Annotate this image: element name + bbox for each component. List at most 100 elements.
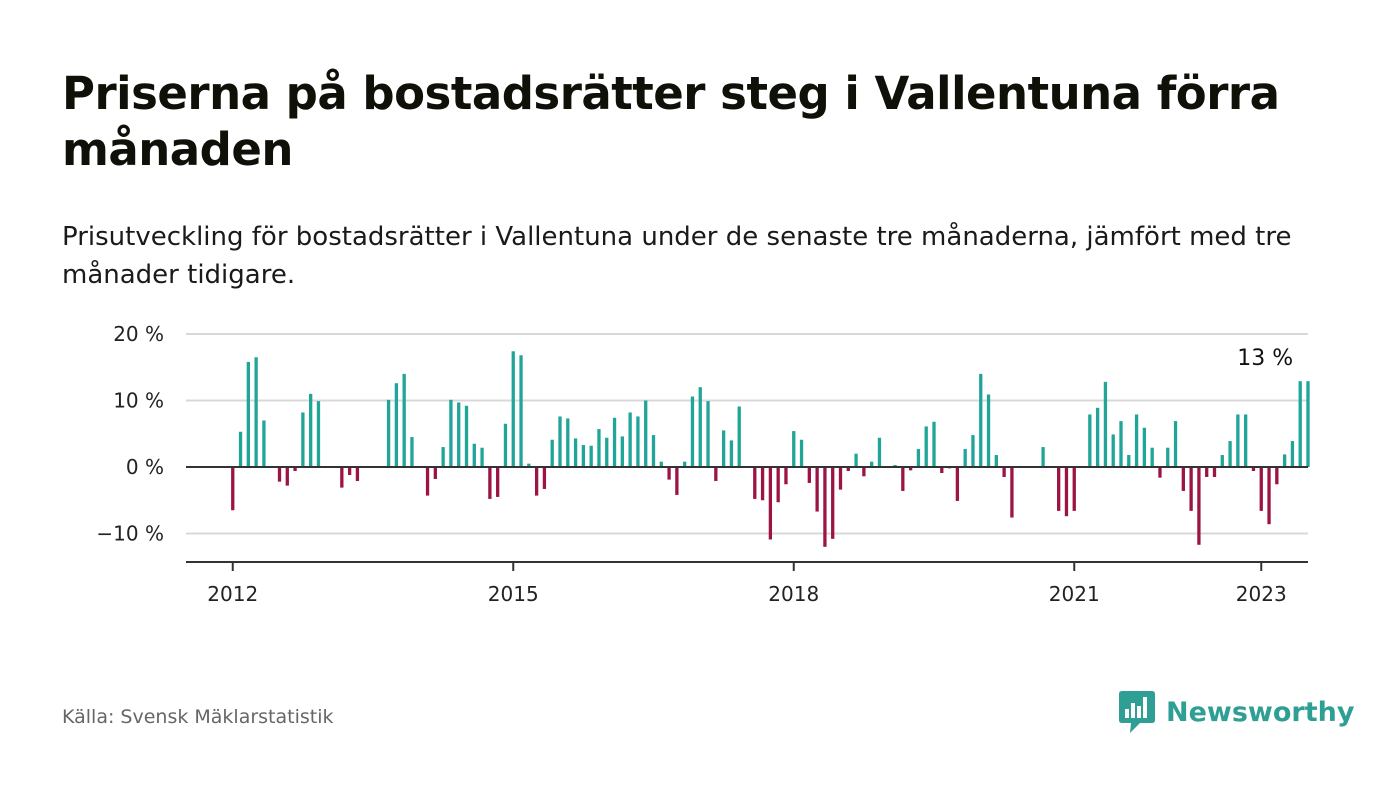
bar <box>932 422 935 467</box>
newsworthy-logo-icon <box>1118 689 1156 735</box>
bar <box>1096 408 1099 467</box>
bar <box>1236 414 1239 467</box>
bar <box>254 357 257 467</box>
bar <box>1291 441 1294 467</box>
bar <box>800 440 803 467</box>
bar <box>667 467 670 480</box>
bar <box>1073 467 1076 511</box>
bar <box>356 467 359 481</box>
x-tick-label: 2012 <box>207 582 258 606</box>
bar <box>410 437 413 467</box>
bar <box>551 440 554 467</box>
bar <box>278 467 281 482</box>
bar <box>722 430 725 467</box>
bar <box>441 447 444 467</box>
bar <box>1002 467 1005 477</box>
bar <box>1221 455 1224 467</box>
bar <box>901 467 904 491</box>
bar <box>777 467 780 502</box>
bar <box>566 418 569 467</box>
bar <box>1065 467 1068 516</box>
bar <box>1057 467 1060 511</box>
bar <box>403 374 406 467</box>
bar <box>597 429 600 467</box>
bar <box>613 418 616 467</box>
bar <box>1213 467 1216 477</box>
bar <box>691 397 694 467</box>
y-tick-label: −10 % <box>96 522 164 546</box>
bar <box>956 467 959 501</box>
bar <box>348 467 351 475</box>
x-tick-label: 2018 <box>768 582 819 606</box>
bar <box>473 444 476 467</box>
bar <box>480 448 483 467</box>
bar <box>519 355 522 467</box>
bar <box>652 435 655 467</box>
bar <box>644 401 647 468</box>
bar <box>504 424 507 467</box>
bar <box>738 406 741 467</box>
bar <box>286 467 289 486</box>
x-tick-label: 2015 <box>488 582 539 606</box>
bar <box>636 416 639 467</box>
bar <box>862 467 865 476</box>
bar <box>512 351 515 467</box>
bar <box>434 467 437 479</box>
grid-lines <box>186 334 1308 534</box>
bar <box>1306 381 1309 467</box>
bar <box>1283 454 1286 467</box>
bar <box>699 387 702 467</box>
bar <box>1041 447 1044 467</box>
bar <box>457 403 460 468</box>
bar <box>582 445 585 467</box>
bar <box>1166 448 1169 467</box>
bar <box>1260 467 1263 511</box>
bar <box>465 406 468 467</box>
bar <box>1267 467 1270 524</box>
x-tick-label: 2023 <box>1236 582 1287 606</box>
bar <box>1010 467 1013 518</box>
last-value-label: 13 % <box>1237 346 1293 371</box>
bar <box>340 467 343 488</box>
bar <box>823 467 826 547</box>
bar <box>449 400 452 467</box>
bar <box>714 467 717 481</box>
bar <box>1119 421 1122 467</box>
bar <box>1135 414 1138 467</box>
bar <box>426 467 429 496</box>
bar <box>605 438 608 467</box>
bar <box>1205 467 1208 477</box>
bar <box>535 467 538 496</box>
bar <box>808 467 811 483</box>
bar <box>1182 467 1185 491</box>
bar <box>309 394 312 467</box>
bars <box>231 351 1310 547</box>
bar <box>488 467 491 499</box>
brand-logo[interactable]: Newsworthy <box>1118 688 1354 736</box>
bar <box>1174 421 1177 467</box>
bar <box>792 431 795 467</box>
bar <box>987 395 990 467</box>
bar <box>1112 434 1115 467</box>
bar <box>784 467 787 484</box>
bar <box>971 435 974 467</box>
bar <box>839 467 842 490</box>
bar <box>917 449 920 467</box>
bar <box>628 412 631 467</box>
bar <box>706 401 709 467</box>
axes <box>186 467 1308 571</box>
bar <box>395 383 398 467</box>
bar <box>1197 467 1200 545</box>
bar <box>317 401 320 467</box>
bar <box>1143 428 1146 467</box>
bar <box>247 362 250 467</box>
bar <box>590 446 593 467</box>
price-change-bar-chart: 20 %10 %0 %−10 %2012 2015 2018 2021 202313 % <box>0 0 1400 794</box>
bar <box>301 412 304 467</box>
bar <box>1151 448 1154 467</box>
bar <box>925 426 928 467</box>
bar <box>979 374 982 467</box>
bar <box>675 467 678 495</box>
bar <box>753 467 756 499</box>
bar <box>1158 467 1161 478</box>
